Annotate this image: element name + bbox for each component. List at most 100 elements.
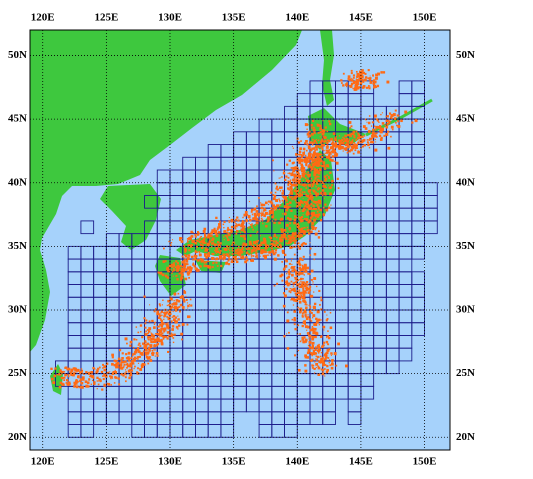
observation-dot bbox=[75, 380, 78, 384]
observation-dot bbox=[293, 253, 296, 256]
observation-dot bbox=[315, 218, 318, 220]
observation-dot bbox=[314, 158, 316, 160]
observation-dot bbox=[185, 295, 187, 297]
observation-dot bbox=[338, 139, 341, 142]
observation-dot bbox=[298, 262, 301, 266]
observation-dot bbox=[352, 87, 354, 90]
observation-dot bbox=[370, 125, 373, 127]
observation-dot bbox=[283, 285, 285, 287]
observation-dot bbox=[148, 346, 150, 348]
observation-dot bbox=[357, 134, 360, 136]
observation-dot bbox=[289, 193, 291, 195]
observation-dot bbox=[259, 220, 262, 222]
grid-cell bbox=[411, 271, 425, 285]
observation-dot bbox=[181, 265, 184, 268]
observation-dot bbox=[375, 86, 378, 88]
observation-dot bbox=[169, 244, 172, 246]
observation-dot bbox=[367, 77, 370, 80]
observation-dot bbox=[123, 372, 126, 375]
observation-dot bbox=[299, 219, 302, 222]
observation-dot bbox=[306, 128, 308, 130]
observation-dot bbox=[371, 134, 374, 138]
observation-dot bbox=[278, 186, 282, 189]
observation-dot bbox=[272, 214, 275, 216]
observation-dot bbox=[226, 245, 228, 248]
observation-dot bbox=[245, 247, 247, 250]
observation-dot bbox=[307, 152, 310, 155]
observation-dot bbox=[352, 133, 355, 136]
observation-dot bbox=[352, 130, 355, 134]
observation-dot bbox=[304, 297, 306, 300]
observation-dot bbox=[67, 367, 71, 371]
observation-dot bbox=[171, 325, 175, 328]
observation-dot bbox=[277, 254, 280, 257]
observation-dot bbox=[325, 319, 328, 322]
observation-dot bbox=[309, 247, 312, 250]
observation-dot bbox=[303, 309, 307, 312]
observation-dot bbox=[130, 356, 133, 359]
observation-dot bbox=[199, 236, 202, 238]
observation-dot bbox=[288, 193, 291, 196]
observation-dot bbox=[186, 266, 190, 269]
observation-dot bbox=[167, 322, 169, 324]
observation-dot bbox=[313, 173, 317, 177]
observation-dot bbox=[244, 211, 248, 214]
lat-label-right: 50N bbox=[456, 49, 475, 61]
observation-dot bbox=[315, 358, 317, 360]
observation-dot bbox=[266, 221, 268, 223]
observation-dot bbox=[59, 371, 62, 373]
observation-dot bbox=[366, 141, 369, 144]
observation-dot bbox=[376, 84, 380, 88]
observation-dot bbox=[156, 354, 159, 357]
observation-dot bbox=[316, 355, 320, 359]
observation-dot bbox=[350, 145, 354, 148]
observation-dot bbox=[300, 140, 302, 142]
observation-dot bbox=[204, 254, 207, 257]
observation-dot bbox=[173, 318, 176, 322]
observation-dot bbox=[355, 143, 358, 147]
observation-dot bbox=[273, 235, 275, 238]
observation-dot bbox=[272, 159, 274, 162]
observation-dot bbox=[326, 149, 330, 153]
observation-dot bbox=[316, 152, 319, 155]
observation-dot bbox=[366, 121, 368, 123]
observation-dot bbox=[91, 375, 95, 379]
observation-dot bbox=[270, 239, 272, 242]
observation-dot bbox=[305, 292, 307, 294]
observation-dot bbox=[226, 254, 229, 257]
observation-dot bbox=[261, 219, 264, 221]
observation-dot bbox=[231, 259, 234, 261]
observation-dot bbox=[312, 159, 315, 163]
observation-dot bbox=[297, 289, 299, 292]
observation-dot bbox=[199, 251, 201, 254]
observation-dot bbox=[133, 356, 137, 359]
observation-dot bbox=[312, 141, 316, 144]
observation-dot bbox=[187, 304, 190, 308]
observation-dot bbox=[284, 258, 287, 261]
observation-dot bbox=[155, 333, 157, 335]
observation-dot bbox=[342, 140, 345, 143]
observation-dot bbox=[106, 362, 109, 365]
observation-dot bbox=[293, 218, 297, 222]
observation-dot bbox=[154, 338, 158, 342]
observation-dot bbox=[301, 230, 303, 232]
observation-dot bbox=[199, 237, 201, 239]
observation-dot bbox=[299, 285, 303, 289]
observation-dot bbox=[236, 230, 239, 233]
observation-dot bbox=[111, 356, 114, 359]
observation-dot bbox=[285, 282, 289, 286]
observation-dot bbox=[289, 236, 292, 239]
observation-dot bbox=[222, 259, 225, 261]
observation-dot bbox=[228, 258, 231, 261]
observation-dot bbox=[299, 333, 301, 335]
observation-dot bbox=[392, 114, 395, 117]
observation-dot bbox=[298, 225, 301, 227]
observation-dot bbox=[237, 257, 240, 259]
observation-dot bbox=[142, 350, 145, 353]
observation-dot bbox=[301, 191, 304, 194]
observation-dot bbox=[287, 183, 290, 186]
observation-dot bbox=[156, 326, 159, 328]
observation-dot bbox=[193, 254, 197, 257]
observation-dot bbox=[303, 284, 307, 288]
observation-dot bbox=[356, 136, 360, 140]
